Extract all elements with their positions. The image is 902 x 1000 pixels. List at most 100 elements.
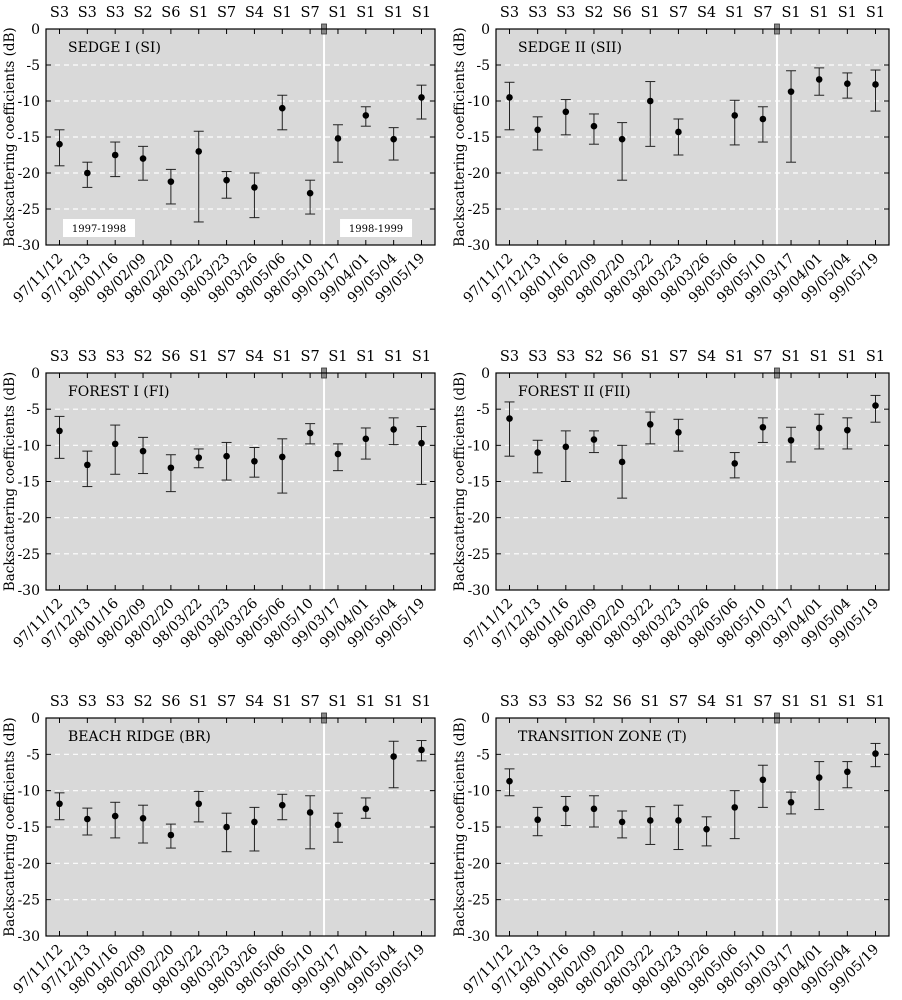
mode-label: S1 xyxy=(810,694,829,710)
mode-label: S3 xyxy=(556,694,575,710)
mode-label: S3 xyxy=(528,349,547,365)
mode-label: S6 xyxy=(613,349,632,365)
panel-title-box xyxy=(60,379,194,401)
y-tick-label: 0 xyxy=(31,711,40,727)
data-point xyxy=(139,155,147,162)
data-point xyxy=(506,415,513,422)
panel-title-box xyxy=(510,724,698,746)
data-point xyxy=(646,97,654,105)
data-point xyxy=(562,443,570,451)
panel-title: FOREST I (FI) xyxy=(68,384,169,400)
panel-title: FOREST II (FII) xyxy=(518,384,631,400)
data-point xyxy=(815,774,823,781)
y-tick-label: -25 xyxy=(467,202,490,218)
mode-label: S7 xyxy=(669,5,688,21)
mode-label: S4 xyxy=(697,5,716,21)
mode-label: S3 xyxy=(556,349,575,365)
data-point xyxy=(251,457,258,465)
mode-label: S1 xyxy=(838,349,857,365)
y-tick-label: 0 xyxy=(31,366,40,382)
y-tick-label: -15 xyxy=(17,820,40,836)
data-point xyxy=(56,427,63,435)
mode-label: S1 xyxy=(328,349,347,365)
mode-label: S1 xyxy=(781,5,800,21)
y-tick-label: -30 xyxy=(17,929,40,945)
mode-label: S1 xyxy=(189,694,208,710)
mode-label: S6 xyxy=(613,5,632,21)
mode-label: S1 xyxy=(810,349,829,365)
mode-label: S1 xyxy=(781,349,800,365)
y-tick-label: -5 xyxy=(476,747,490,763)
mode-label: S7 xyxy=(301,694,320,710)
chart-panel-5: 0 -5 -10 -15 -20 -25 -30 S3 S3 S3 S2 S6 S1 S7 S4 S1 S7 S1… xyxy=(2,694,436,997)
y-tick-label: -5 xyxy=(476,58,490,74)
data-point xyxy=(815,424,823,432)
data-point xyxy=(418,439,425,447)
data-point xyxy=(362,435,370,443)
data-point xyxy=(139,447,147,455)
y-tick-label: -30 xyxy=(467,583,490,599)
data-point xyxy=(251,184,258,191)
mode-label: S6 xyxy=(161,5,180,21)
data-point xyxy=(759,776,767,784)
y-tick-label: -5 xyxy=(26,58,40,74)
mode-label: S2 xyxy=(133,694,152,710)
mode-label: S1 xyxy=(781,694,800,710)
data-point xyxy=(84,169,91,177)
data-point xyxy=(167,464,175,472)
mode-label: S6 xyxy=(161,349,180,365)
data-point xyxy=(84,815,91,823)
mode-label: S6 xyxy=(161,694,180,710)
mode-label: S6 xyxy=(613,694,632,710)
y-tick-label: -20 xyxy=(17,166,40,182)
y-tick-label: -20 xyxy=(467,166,490,182)
data-point xyxy=(390,753,397,760)
data-point xyxy=(844,426,851,434)
mode-label: S3 xyxy=(500,694,519,710)
mode-label: S7 xyxy=(217,694,236,710)
season-label-box xyxy=(63,219,135,237)
mode-label: S2 xyxy=(584,5,603,21)
mode-label: S3 xyxy=(106,349,125,365)
data-point xyxy=(646,421,654,428)
y-axis-label: Backscattering coefficients (dB) xyxy=(2,27,18,246)
chart-panel-3: 0 -5 -10 -15 -20 -25 -30 S3 S3 S3 S2 S6 S1 S7 S4 S1 S7 S1… xyxy=(2,349,436,651)
panel-title-box xyxy=(60,724,221,746)
y-tick-label: -15 xyxy=(17,130,40,146)
data-point xyxy=(223,823,230,831)
y-tick-label: -10 xyxy=(17,94,40,110)
mode-label: S4 xyxy=(697,694,716,710)
panel-title: SEDGE I (SI) xyxy=(68,40,161,56)
panel-title: BEACH RIDGE (BR) xyxy=(68,729,211,745)
data-point xyxy=(334,135,342,142)
panel-title-box xyxy=(510,35,653,57)
y-tick-label: -30 xyxy=(467,238,490,254)
data-point xyxy=(534,816,541,824)
data-point xyxy=(195,148,203,155)
chart-panel-2: 0 -5 -10 -15 -20 -25 -30 S3 S3 S3 S2 S6 S1 S7 S4 S1 S7 S1… xyxy=(452,5,890,306)
mode-label: S1 xyxy=(838,694,857,710)
y-tick-label: -5 xyxy=(26,747,40,763)
mode-label: S1 xyxy=(412,349,431,365)
mode-label: S1 xyxy=(725,694,744,710)
data-point xyxy=(844,80,851,88)
mode-label: S1 xyxy=(273,5,292,21)
data-point xyxy=(278,104,286,112)
mode-label: S1 xyxy=(725,5,744,21)
mode-label: S1 xyxy=(641,694,660,710)
y-tick-label: -25 xyxy=(17,202,40,218)
mode-label: S1 xyxy=(384,349,403,365)
mode-label: S7 xyxy=(753,694,772,710)
data-point xyxy=(111,812,119,820)
y-tick-label: -25 xyxy=(17,547,40,563)
mode-label: S4 xyxy=(245,5,264,21)
panel-title: TRANSITION ZONE (T) xyxy=(518,729,687,745)
data-point xyxy=(844,768,851,776)
y-tick-label: -5 xyxy=(26,402,40,418)
data-point xyxy=(334,821,342,829)
mode-label: S1 xyxy=(412,694,431,710)
y-axis-label: Backscattering coefficients (dB) xyxy=(2,717,18,936)
mode-label: S2 xyxy=(584,694,603,710)
season-label: 1998-1999 xyxy=(349,224,403,235)
mode-label: S3 xyxy=(106,5,125,21)
